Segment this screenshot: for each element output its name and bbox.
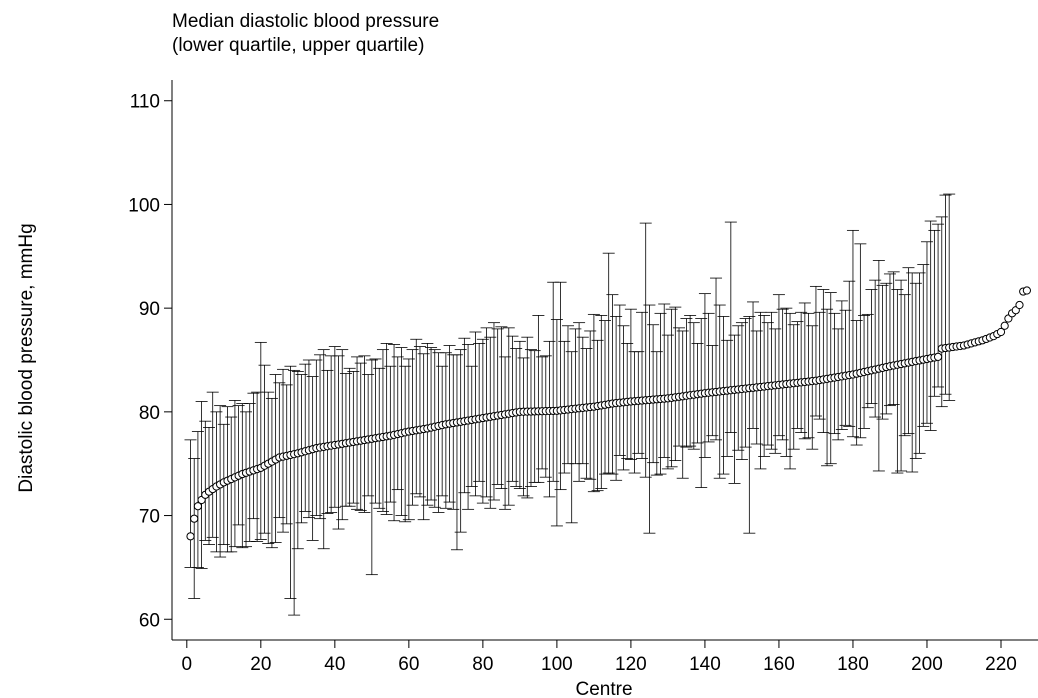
x-tick-label: 0 bbox=[182, 654, 193, 675]
median-point bbox=[996, 327, 1006, 337]
median-markers bbox=[186, 286, 1031, 541]
y-axis-label: Diastolic blood pressure, mmHg bbox=[16, 223, 37, 492]
chart-title: Median diastolic blood pressure bbox=[172, 11, 439, 32]
y-tick-label: 110 bbox=[130, 92, 160, 113]
x-tick-label: 140 bbox=[689, 654, 721, 675]
x-axis-label: Centre bbox=[575, 679, 632, 698]
x-tick-label: 40 bbox=[324, 654, 345, 675]
x-tick-label: 120 bbox=[615, 654, 647, 675]
iqr-error-bars bbox=[184, 193, 956, 616]
y-tick-label: 100 bbox=[128, 195, 160, 216]
x-tick-label: 200 bbox=[911, 654, 943, 675]
x-tick-label: 220 bbox=[985, 654, 1017, 675]
y-tick-label: 90 bbox=[139, 299, 160, 320]
x-axis-ticks: 0 20 40 60 80 100 120 140 160 180 200 220 bbox=[182, 640, 1017, 675]
x-tick-label: 60 bbox=[398, 654, 419, 675]
y-tick-label: 70 bbox=[139, 507, 160, 528]
median-point bbox=[1000, 321, 1009, 330]
median-point bbox=[190, 514, 199, 523]
x-tick-label: 20 bbox=[250, 654, 271, 675]
x-tick-label: 100 bbox=[541, 654, 573, 675]
axes bbox=[171, 80, 1038, 641]
x-tick-label: 160 bbox=[763, 654, 795, 675]
median-point bbox=[933, 352, 943, 361]
median-point bbox=[186, 532, 195, 541]
y-axis-ticks: 60 70 80 90 100 110 bbox=[128, 92, 172, 631]
x-tick-label: 180 bbox=[837, 654, 869, 675]
chart-subtitle: (lower quartile, upper quartile) bbox=[172, 35, 424, 56]
median-point bbox=[1015, 300, 1024, 310]
y-tick-label: 80 bbox=[139, 403, 160, 424]
median-point bbox=[1022, 286, 1031, 295]
x-tick-label: 80 bbox=[472, 654, 493, 675]
y-tick-label: 60 bbox=[139, 610, 160, 631]
median-point bbox=[193, 502, 203, 511]
